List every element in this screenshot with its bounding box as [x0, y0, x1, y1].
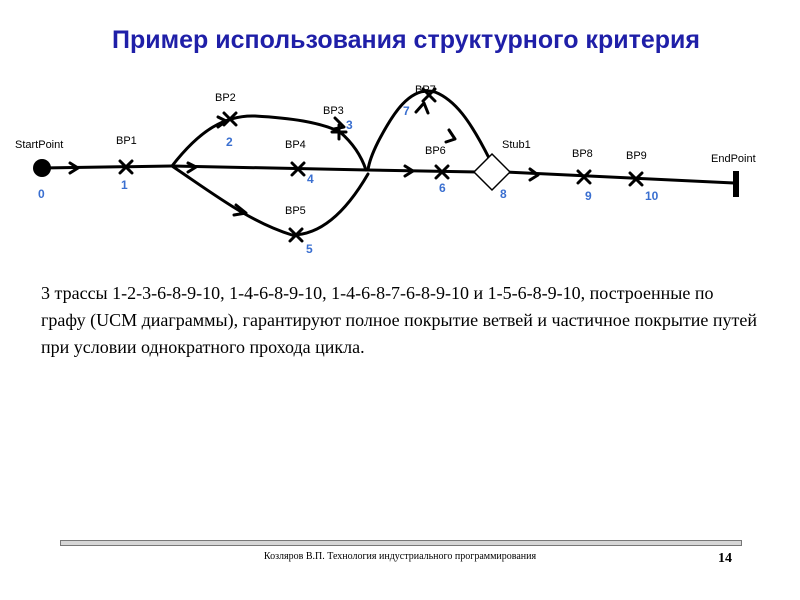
num-bp8: 9: [585, 189, 592, 203]
label-startpoint: StartPoint: [15, 139, 63, 151]
stub1-diamond: [472, 152, 512, 192]
num-bp9: 10: [645, 189, 659, 203]
bp9-cross: [628, 171, 644, 187]
arrow-bp5: [232, 203, 248, 217]
arrow-join: [403, 164, 415, 178]
arrow-stub-end: [528, 167, 540, 182]
num-start: 0: [38, 187, 45, 201]
bp4-cross: [290, 161, 306, 177]
page-number: 14: [718, 551, 732, 566]
path-stub-end: [504, 170, 736, 185]
path-branch-bp4: [170, 164, 370, 172]
footer-author: Козляров В.П. Технология индустриального…: [263, 551, 537, 562]
num-stub1: 8: [500, 187, 507, 201]
arrow-start: [68, 161, 80, 175]
bp7-cross: [421, 87, 437, 103]
num-bp1: 1: [121, 178, 128, 192]
path-branch-bp5: [170, 164, 370, 237]
bp2-cross: [222, 111, 238, 127]
num-bp7: 7: [403, 104, 410, 118]
path-start-split: [40, 164, 174, 170]
num-bp3: 3: [346, 118, 353, 132]
path-branch-bp2-bp3: [170, 114, 368, 172]
label-bp7: BP7: [415, 84, 436, 96]
start-point-dot: [33, 159, 51, 177]
slide-title: Пример использования структурного критер…: [112, 26, 700, 54]
path-loop-bp7: [366, 89, 492, 172]
bp8-cross: [576, 169, 592, 185]
arrow-loop-down: [414, 101, 430, 115]
ucm-diagram: StartPoint BP1 BP2 BP3 BP4 BP5 BP6 BP7 S…: [15, 84, 756, 256]
label-stub1: Stub1: [502, 139, 531, 151]
arrow-loop-up: [444, 128, 457, 144]
bp6-cross: [434, 164, 450, 180]
label-bp5: BP5: [285, 205, 306, 217]
label-bp2: BP2: [215, 92, 236, 104]
arrow-bp4: [186, 161, 198, 174]
label-endpoint: EndPoint: [711, 153, 756, 165]
label-bp1: BP1: [116, 135, 137, 147]
bp3-plus: [330, 123, 348, 141]
num-bp4: 4: [307, 172, 314, 186]
label-bp9: BP9: [626, 150, 647, 162]
end-point-bar: [733, 171, 739, 197]
bp1-cross: [118, 159, 134, 175]
footer-divider: [60, 540, 742, 546]
label-bp3: BP3: [323, 105, 344, 117]
bp5-cross: [288, 227, 304, 243]
arrow-bp3: [332, 116, 346, 131]
path-join-stub: [366, 168, 480, 174]
num-bp6: 6: [439, 181, 446, 195]
description-text: 3 трассы 1-2-3-6-8-9-10, 1-4-6-8-9-10, 1…: [41, 283, 758, 357]
label-bp4: BP4: [285, 139, 306, 151]
num-bp5: 5: [306, 242, 313, 256]
label-bp6: BP6: [425, 145, 446, 157]
label-bp8: BP8: [572, 148, 593, 160]
num-bp2: 2: [226, 135, 233, 149]
